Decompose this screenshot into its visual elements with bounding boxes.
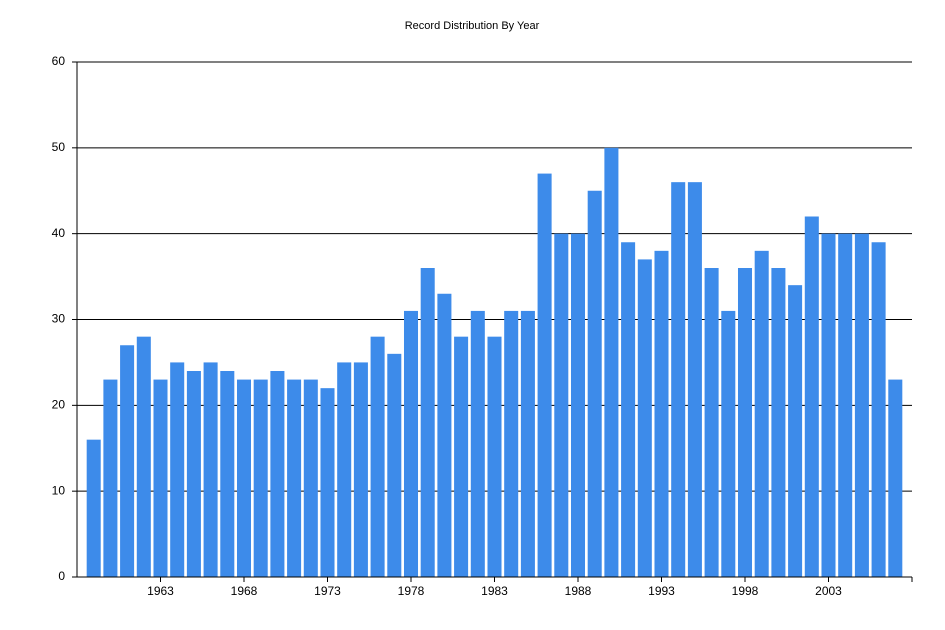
x-tick-label: 1993	[648, 584, 675, 598]
bar	[103, 379, 118, 577]
y-tick-label: 50	[52, 140, 66, 154]
bar	[320, 388, 335, 577]
x-tick-label: 1973	[314, 584, 341, 598]
bar	[303, 379, 318, 577]
y-tick-label: 0	[58, 569, 65, 583]
y-tick-label: 10	[52, 483, 66, 497]
bar	[170, 362, 185, 577]
bar	[537, 173, 552, 578]
bar	[604, 147, 619, 578]
bar	[454, 336, 469, 577]
bar	[737, 268, 753, 577]
bar	[403, 310, 419, 577]
y-tick-label: 20	[52, 398, 66, 412]
x-tick-label: 1968	[231, 584, 258, 598]
bar	[671, 182, 686, 577]
bar	[287, 379, 302, 577]
x-tick-label: 1963	[147, 584, 174, 598]
bar	[337, 362, 352, 577]
bar	[704, 268, 719, 577]
bar	[353, 362, 368, 577]
bar	[838, 233, 853, 577]
bar	[554, 233, 569, 577]
bar	[570, 233, 586, 577]
x-tick-label: 1978	[398, 584, 425, 598]
bar	[253, 379, 268, 577]
bar	[754, 250, 769, 578]
bar	[621, 242, 636, 577]
bar	[370, 336, 385, 577]
bar	[654, 250, 669, 578]
bar	[804, 216, 819, 577]
bar	[771, 268, 786, 577]
bar	[136, 336, 151, 577]
bar	[788, 285, 803, 577]
x-tick-label: 1983	[481, 584, 508, 598]
bar	[504, 310, 519, 577]
bar	[270, 371, 285, 577]
bar	[153, 379, 168, 577]
bar	[487, 336, 502, 577]
bar	[420, 268, 435, 577]
bar	[888, 379, 903, 577]
bar	[120, 345, 135, 577]
y-tick-label: 60	[52, 54, 66, 68]
y-tick-label: 40	[52, 226, 66, 240]
bar	[203, 362, 218, 577]
bar	[854, 233, 869, 577]
bar	[520, 310, 535, 577]
x-tick-label: 1998	[732, 584, 759, 598]
bar	[587, 190, 602, 577]
bar	[186, 371, 201, 577]
bar	[470, 310, 485, 577]
bar	[687, 182, 702, 577]
bar	[637, 259, 652, 577]
bar	[86, 439, 101, 577]
x-tick-label: 2003	[815, 584, 842, 598]
bar	[437, 293, 452, 577]
y-tick-label: 30	[52, 312, 66, 326]
bar	[871, 242, 886, 577]
chart-title: Record Distribution By Year	[405, 20, 540, 32]
bar	[236, 379, 252, 577]
bar	[821, 233, 836, 577]
bar	[721, 310, 736, 577]
bar	[220, 371, 235, 577]
bar	[387, 353, 402, 577]
x-tick-label: 1988	[565, 584, 592, 598]
